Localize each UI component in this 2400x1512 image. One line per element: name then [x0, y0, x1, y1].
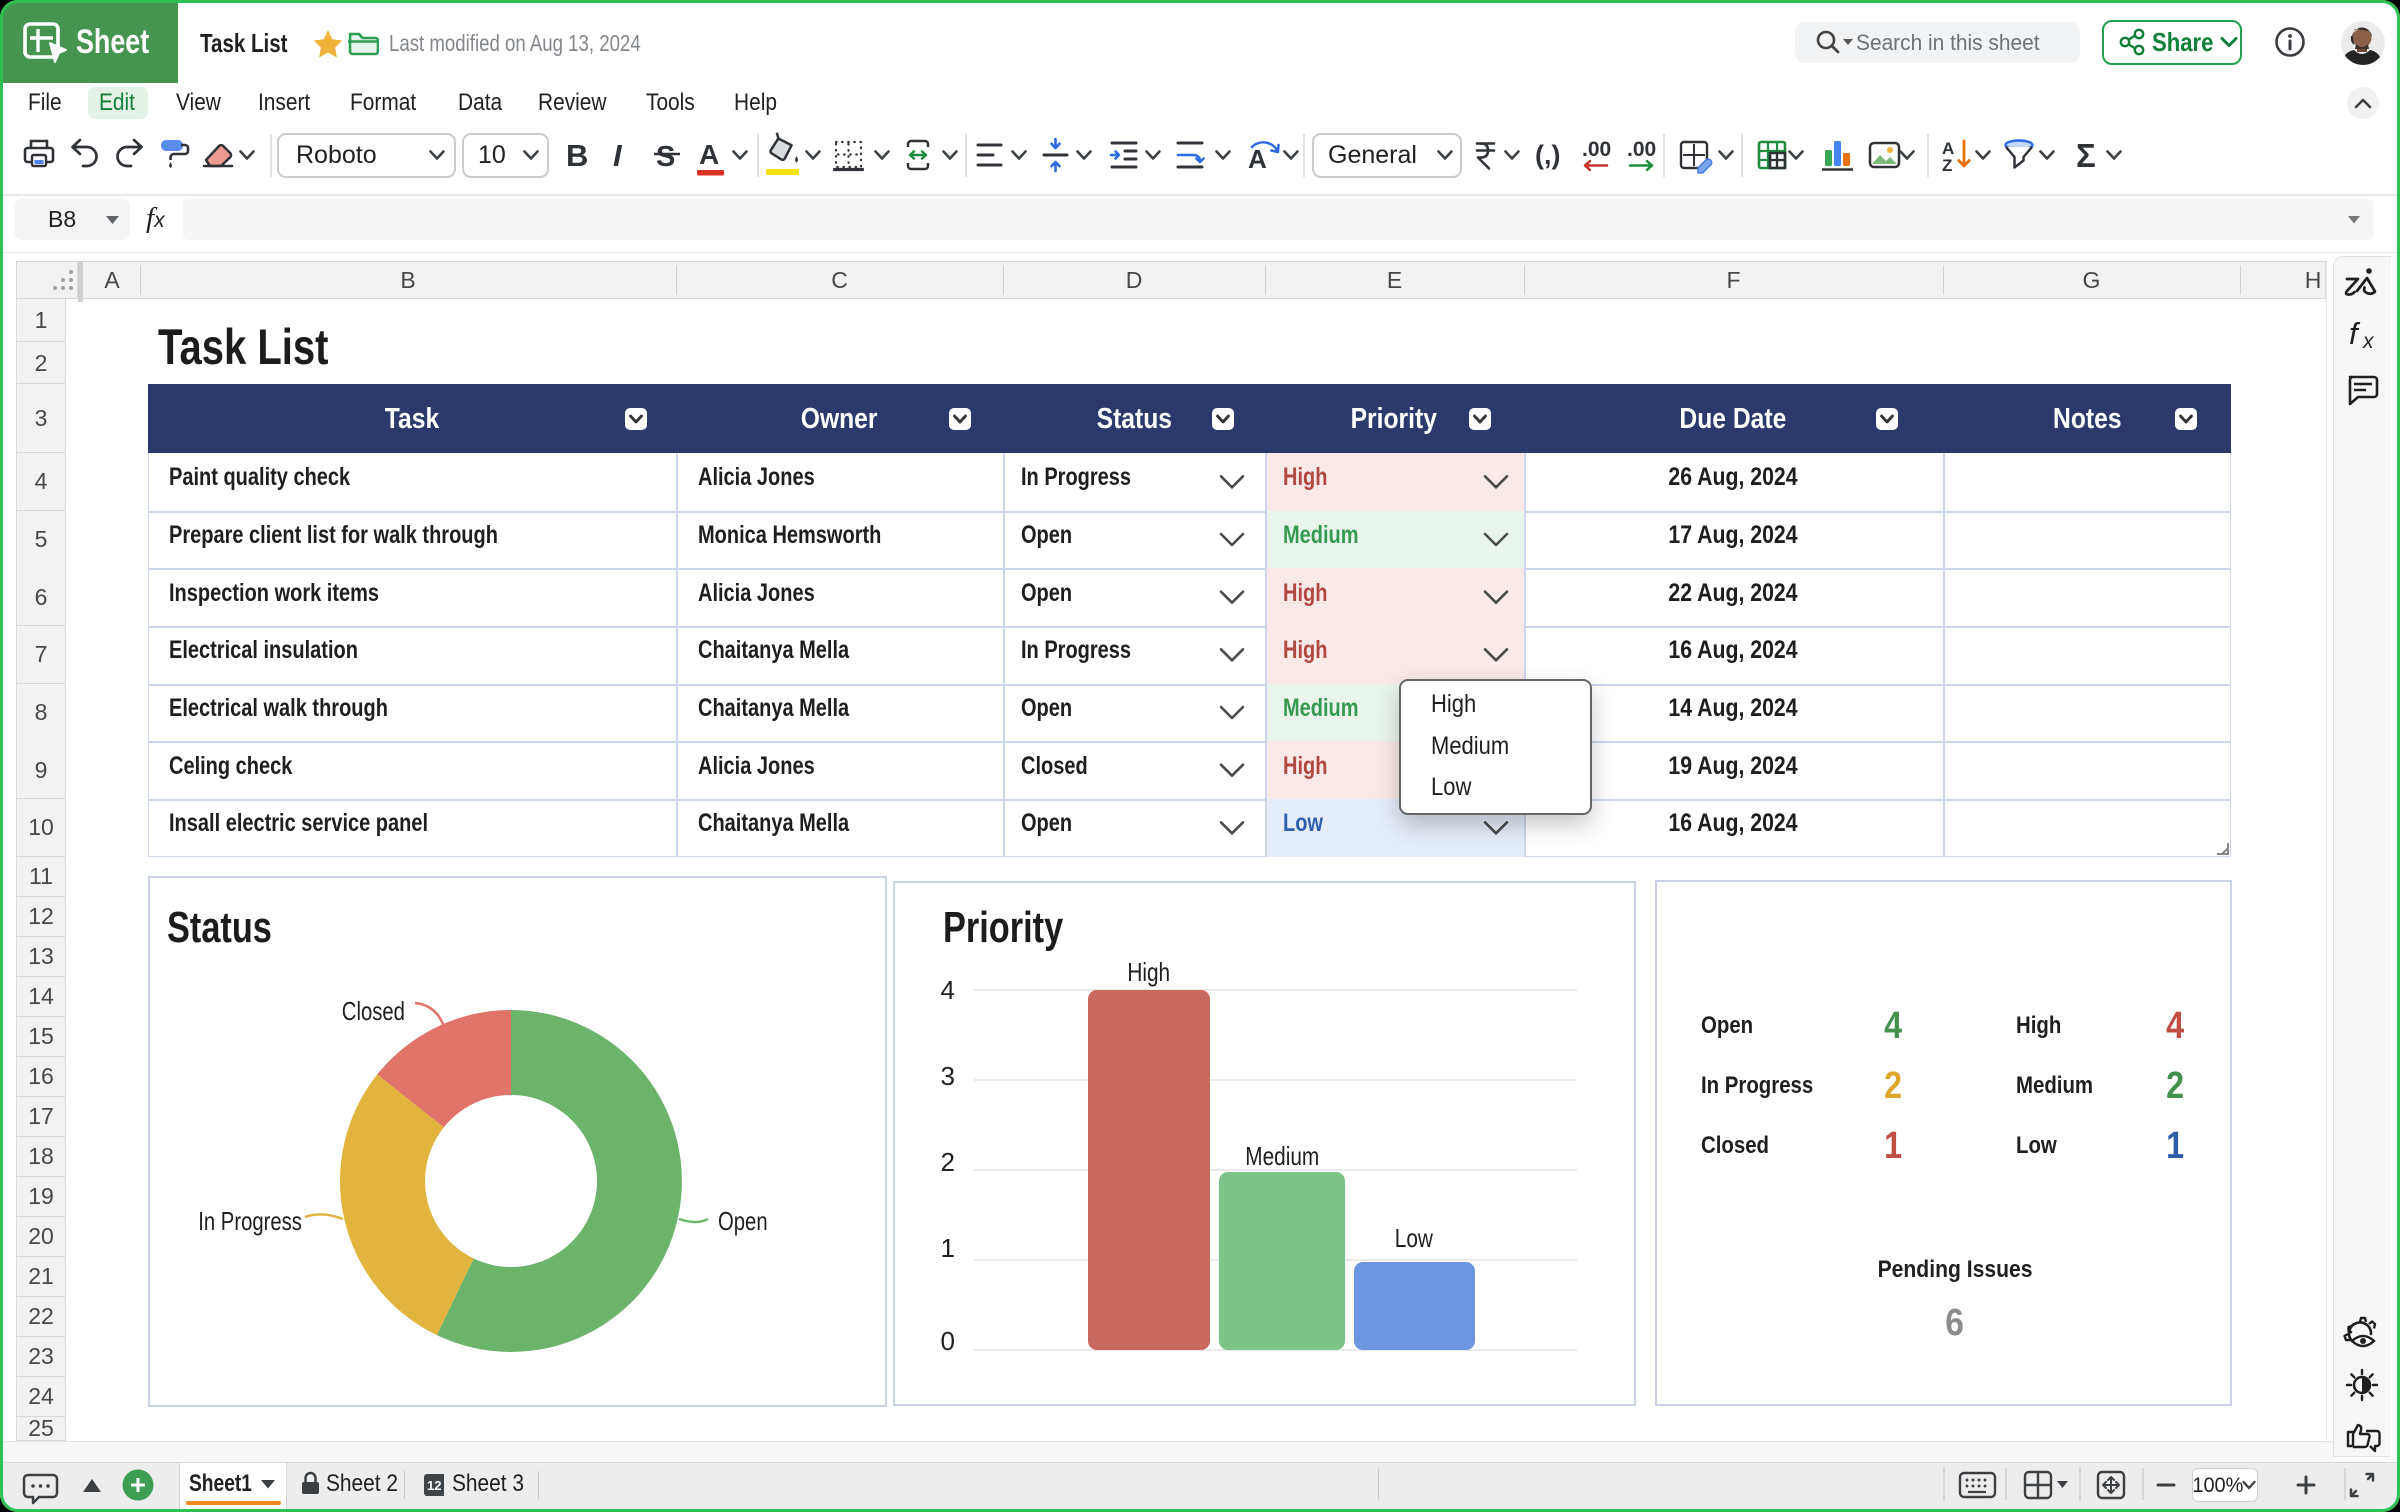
svg-text:(,): (,) [1535, 140, 1560, 170]
svg-text:.00: .00 [1627, 138, 1656, 161]
svg-text:I: I [613, 138, 623, 173]
svg-text:S: S [656, 141, 675, 173]
svg-text:.00: .00 [1582, 138, 1611, 161]
svg-text:x: x [2362, 330, 2375, 353]
svg-text:A: A [1942, 139, 1954, 158]
svg-text:f: f [2349, 316, 2361, 351]
svg-text:B: B [566, 138, 588, 173]
svg-text:12: 12 [427, 1478, 441, 1493]
svg-text:Σ: Σ [2076, 137, 2096, 174]
svg-text:Z: Z [1942, 156, 1952, 175]
svg-text:A: A [699, 139, 719, 170]
svg-text:A: A [1248, 144, 1267, 174]
